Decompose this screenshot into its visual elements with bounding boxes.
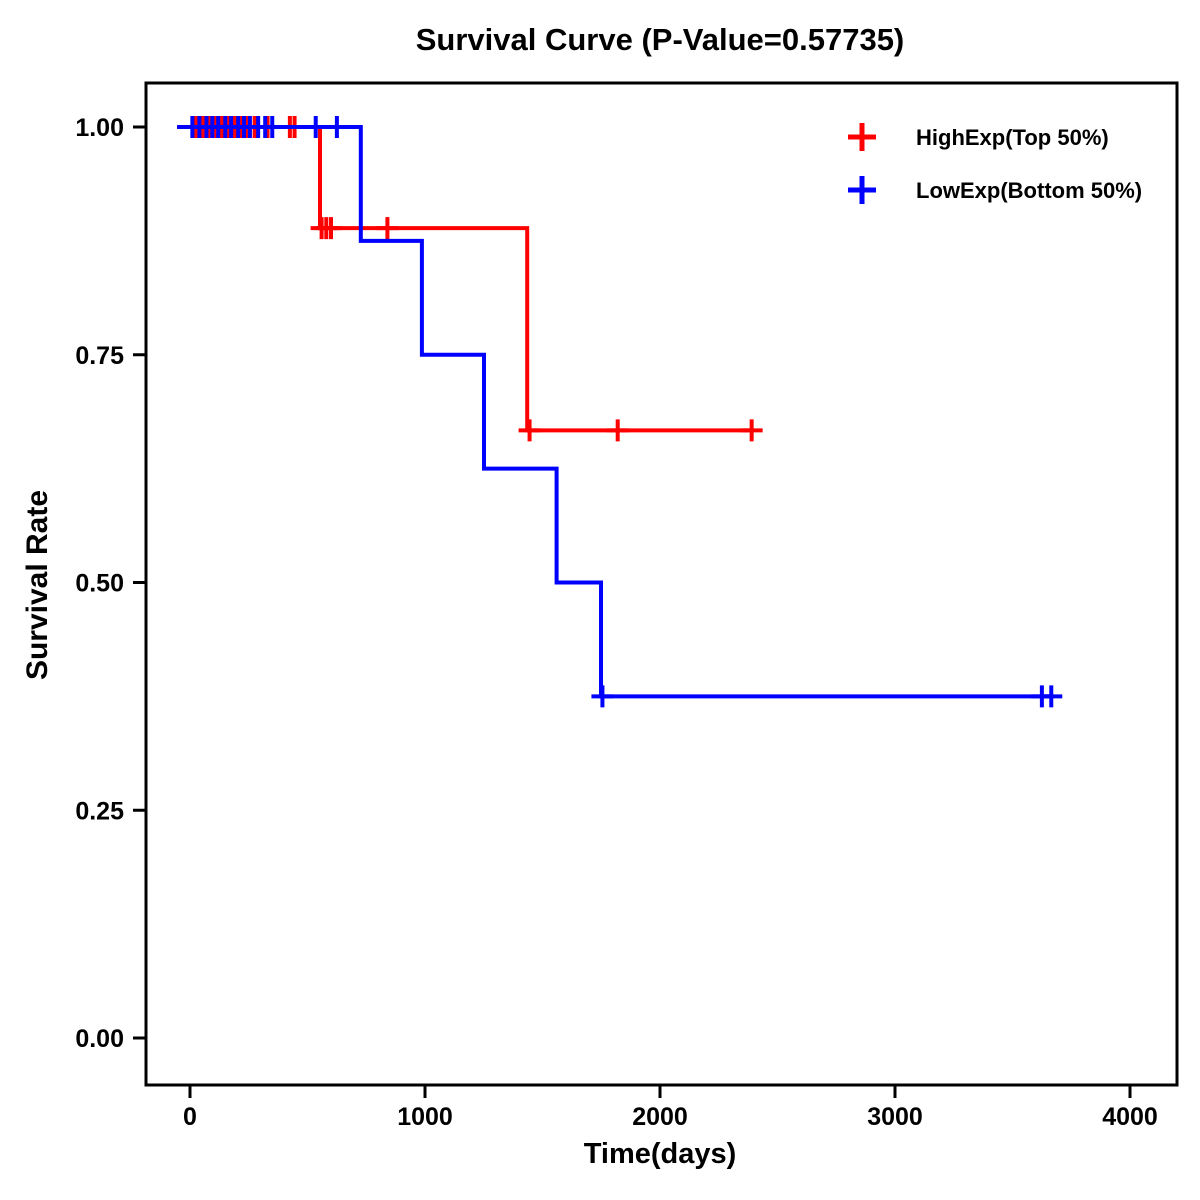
y-tick-label: 0.50 [75, 570, 124, 598]
y-tick-label: 0.75 [75, 342, 124, 370]
legend-label-lowexp: LowExp(Bottom 50%) [916, 178, 1142, 203]
legend-label-highexp: HighExp(Top 50%) [916, 125, 1109, 150]
chart-title: Survival Curve (P-Value=0.57735) [415, 22, 905, 57]
y-tick-label: 0.25 [75, 797, 124, 825]
lowexp-survival-curve [177, 125, 1053, 699]
x-axis-label: Time(days) [583, 1138, 737, 1170]
plot-border [144, 81, 1179, 1087]
x-tick-label: 4000 [1102, 1103, 1158, 1131]
x-tick-label: 1000 [397, 1103, 453, 1131]
y-tick-label: 1.00 [75, 114, 124, 142]
y-tick-label: 0.00 [75, 1025, 124, 1053]
x-tick-label: 3000 [867, 1103, 923, 1131]
x-tick-label: 0 [183, 1103, 197, 1131]
x-tick-label: 2000 [632, 1103, 688, 1131]
highexp-survival-curve [177, 125, 754, 433]
